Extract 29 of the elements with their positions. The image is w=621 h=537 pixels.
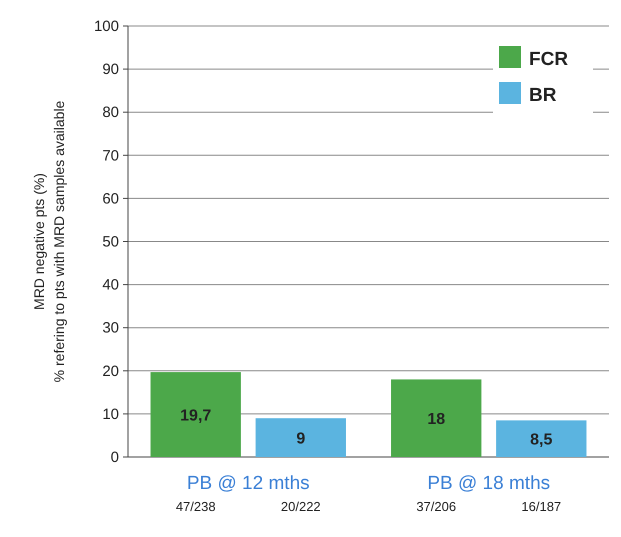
y-tick-label: 30 <box>102 320 119 337</box>
text: 20/222 <box>280 499 321 514</box>
bar <box>150 372 241 457</box>
legend-label: FCR <box>529 49 568 70</box>
text: % refering to pts with MRD samples available <box>51 100 67 382</box>
y-tick-label: 60 <box>102 190 119 208</box>
x-tick-label: PB @ 18 mths <box>427 473 550 494</box>
y-tick-label: 80 <box>102 104 119 122</box>
y-tick-label: 40 <box>102 276 119 294</box>
data-label: 9 <box>296 430 306 448</box>
x-tick-label: PB @ 12 mths <box>186 473 310 494</box>
bar <box>391 379 482 457</box>
y-tick-label: 70 <box>102 147 119 164</box>
y-tick-label: 90 <box>102 61 119 78</box>
y-tick-label: 100 <box>94 18 119 35</box>
y-axis-title: MRD negative pts (%) <box>31 173 47 310</box>
y-tick-label: 20 <box>102 362 119 380</box>
text: 16/187 <box>521 499 562 514</box>
data-label: 8,5 <box>530 432 553 449</box>
data-label: 18 <box>427 411 446 428</box>
bar <box>496 420 586 457</box>
text: 37/206 <box>416 499 456 514</box>
data-label: 19,7 <box>180 408 212 425</box>
y-tick-label: 10 <box>102 406 119 423</box>
y-tick-label: 0 <box>110 449 119 466</box>
text: 47/238 <box>176 499 216 514</box>
y-tick-label: 50 <box>102 234 119 250</box>
bar <box>256 418 346 457</box>
legend-label: BR <box>529 85 557 106</box>
